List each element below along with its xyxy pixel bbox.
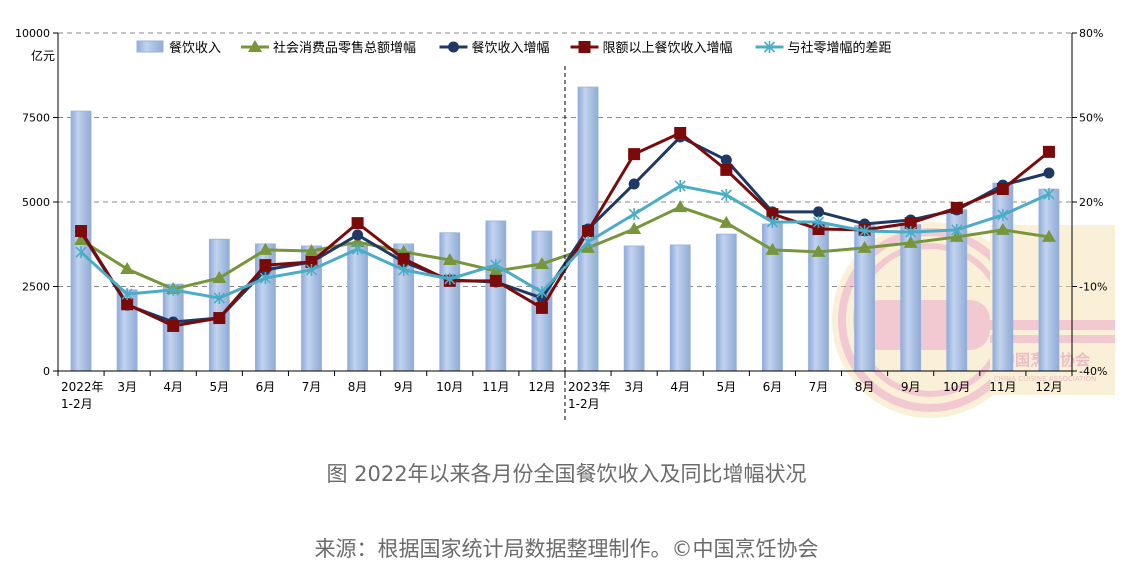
bar — [208, 238, 230, 372]
svg-text:11月: 11月 — [482, 380, 509, 394]
svg-text:9月: 9月 — [394, 380, 414, 394]
svg-text:4月: 4月 — [163, 380, 183, 394]
svg-text:1-2月: 1-2月 — [61, 397, 93, 411]
svg-text:10月: 10月 — [436, 380, 463, 394]
svg-text:50%: 50% — [1079, 112, 1103, 125]
svg-text:12月: 12月 — [528, 380, 555, 394]
svg-text:餐饮收入: 餐饮收入 — [169, 40, 221, 56]
bar — [347, 244, 368, 372]
bar — [669, 244, 691, 372]
svg-text:8月: 8月 — [348, 380, 368, 394]
svg-text:2023年: 2023年 — [568, 380, 611, 394]
svg-text:CHINA CUISINE ASSOCIATION: CHINA CUISINE ASSOCIATION — [994, 375, 1096, 383]
svg-text:社会消费品零售总额增幅: 社会消费品零售总额增幅 — [273, 40, 416, 56]
legend-item: 与社零增幅的差距 — [755, 40, 892, 56]
svg-text:2022年: 2022年 — [61, 380, 104, 394]
bar — [485, 220, 507, 372]
chart-area: 中国烹饪协会CHINA CUISINE ASSOCIATION 02500500… — [15, 27, 1115, 420]
legend-item: 餐饮收入增幅 — [439, 40, 550, 56]
chart-title: 图 2022年以来各月份全国餐饮收入及同比增幅状况 — [326, 462, 807, 486]
svg-text:9月: 9月 — [901, 380, 921, 394]
svg-text:5月: 5月 — [716, 380, 736, 394]
bar — [715, 233, 737, 372]
axes: 0 2500 5000 7500 10000 亿元 -40% -10% 20% 50% 80% 202… — [15, 27, 1107, 420]
combo-chart: 中国烹饪协会CHINA CUISINE ASSOCIATION 02500500… — [15, 27, 1115, 420]
svg-text:3月: 3月 — [624, 380, 644, 394]
svg-text:与社零增幅的差距: 与社零增幅的差距 — [788, 40, 892, 56]
source-note: 来源：根据国家统计局数据整理制作。©中国烹饪协会 — [314, 537, 819, 561]
svg-text:2500: 2500 — [22, 281, 50, 294]
svg-text:20%: 20% — [1079, 196, 1103, 209]
svg-text:7月: 7月 — [809, 380, 829, 394]
svg-text:5000: 5000 — [22, 196, 50, 209]
svg-text:-10%: -10% — [1079, 281, 1107, 294]
svg-text:7500: 7500 — [22, 112, 50, 125]
svg-text:亿元: 亿元 — [31, 48, 55, 63]
svg-text:0: 0 — [43, 365, 50, 378]
svg-text:8月: 8月 — [855, 380, 875, 394]
svg-text:4月: 4月 — [670, 380, 690, 394]
svg-text:-40%: -40% — [1079, 365, 1107, 378]
svg-text:5月: 5月 — [209, 380, 229, 394]
svg-text:餐饮收入增幅: 餐饮收入增幅 — [472, 40, 550, 56]
svg-text:10000: 10000 — [15, 27, 50, 40]
legend-item: 社会消费品零售总额增幅 — [241, 40, 416, 56]
svg-text:6月: 6月 — [763, 380, 783, 394]
legend-item: 限额以上餐饮收入增幅 — [570, 40, 733, 56]
svg-text:80%: 80% — [1079, 27, 1103, 40]
svg-text:6月: 6月 — [256, 380, 276, 394]
bar — [1038, 188, 1060, 372]
legend-item: 餐饮收入 — [136, 40, 221, 56]
svg-text:3月: 3月 — [117, 380, 137, 394]
svg-text:1-2月: 1-2月 — [568, 397, 600, 411]
legend: 餐饮收入 社会消费品零售总额增幅 餐饮收入增幅 限额以上餐饮收入增幅 与社零增幅的差距 — [136, 40, 892, 56]
svg-text:限额以上餐饮收入增幅: 限额以上餐饮收入增幅 — [603, 40, 733, 56]
bar — [623, 245, 645, 372]
svg-text:7月: 7月 — [302, 380, 322, 394]
svg-text:11月: 11月 — [989, 380, 1016, 394]
svg-text:12月: 12月 — [1035, 380, 1062, 394]
svg-text:10月: 10月 — [943, 380, 970, 394]
line-series-asterisk — [75, 179, 1055, 305]
